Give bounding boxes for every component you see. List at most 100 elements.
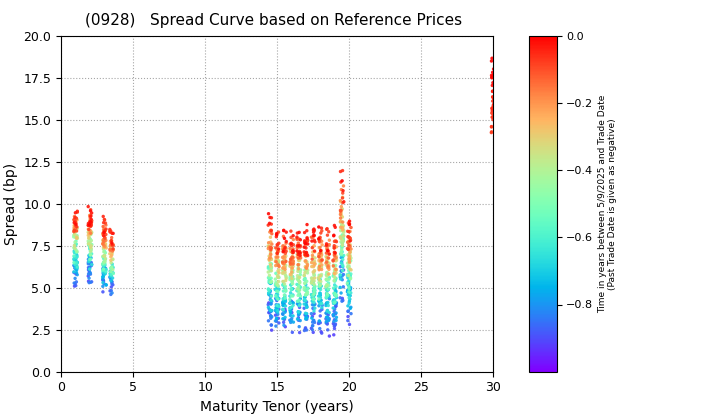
Point [329,299,341,305]
Point [97,270,109,277]
Point [309,239,320,245]
Point [309,283,320,290]
Point [342,287,354,294]
Point [307,305,319,312]
Point [301,250,312,257]
Point [98,226,109,233]
Point [273,248,284,255]
Point [98,242,109,249]
Point [71,260,83,267]
Point [316,306,328,313]
Point [300,249,311,256]
Point [330,237,341,244]
Point [320,276,332,283]
Point [321,290,333,297]
Point [273,278,284,285]
Point [300,252,312,259]
Point [487,94,498,100]
Point [300,281,312,288]
Point [338,222,349,229]
Point [280,262,292,268]
Point [323,262,335,269]
Point [323,251,335,258]
Point [313,266,325,273]
Point [274,274,285,281]
Point [315,312,326,319]
Point [338,198,350,205]
Point [68,253,80,260]
Point [97,241,109,247]
Point [272,288,284,295]
Point [329,267,341,274]
Point [287,261,299,268]
Point [329,286,341,292]
Point [315,262,326,268]
Point [68,262,80,269]
Point [315,282,326,289]
Point [323,317,335,324]
Point [86,261,97,268]
Point [306,279,318,286]
Point [265,301,276,307]
Point [329,281,341,288]
Point [84,217,96,224]
Point [328,285,339,291]
Point [82,229,94,236]
Point [316,228,328,234]
Point [286,275,297,282]
Point [307,298,318,304]
Point [336,239,348,246]
Point [344,228,356,235]
Point [330,310,342,316]
Point [285,281,297,288]
Point [322,299,333,306]
Point [272,254,284,260]
Point [97,262,109,269]
Point [322,249,333,256]
Point [69,241,81,248]
Point [308,268,320,275]
Point [322,262,333,269]
Point [68,252,80,259]
Point [337,253,348,260]
Point [294,278,305,284]
Point [315,230,327,236]
Point [84,275,95,281]
Point [107,245,119,252]
Point [279,283,291,290]
Point [85,206,96,213]
Point [338,232,349,239]
Point [334,272,346,278]
Point [307,288,319,294]
Point [105,228,117,234]
Point [300,284,312,291]
Point [343,242,355,249]
Point [84,236,96,242]
Point [83,242,94,249]
Point [71,235,82,242]
Point [343,272,354,279]
Point [69,239,81,245]
Point [71,259,83,266]
Point [272,274,284,281]
Point [71,215,82,222]
Point [277,282,289,289]
Point [330,266,341,273]
Point [314,299,325,305]
Point [309,286,320,292]
Point [344,234,356,241]
Point [329,297,341,304]
Point [271,257,283,263]
Point [287,254,299,261]
Point [98,244,109,251]
Point [292,240,304,247]
Point [323,241,335,248]
Point [106,264,117,270]
Point [335,218,346,225]
Point [487,102,499,109]
Point [330,287,341,294]
Point [287,286,298,292]
Point [105,242,117,249]
Point [342,281,354,288]
Point [287,265,298,272]
